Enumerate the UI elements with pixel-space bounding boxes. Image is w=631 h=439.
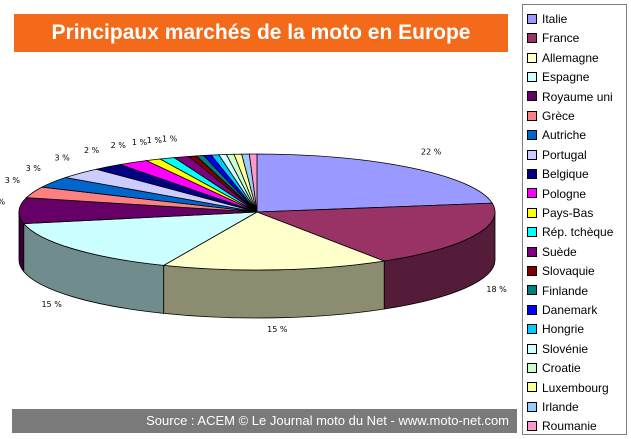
legend-label: Croatie	[542, 361, 581, 376]
legend-swatch	[527, 169, 537, 180]
legend-item-r-p-tch-que: Rép. tchèque	[527, 224, 613, 240]
legend-swatch	[527, 13, 537, 24]
legend-item-luxembourg: Luxembourg	[527, 380, 609, 396]
source-caption: Source : ACEM © Le Journal moto du Net -…	[12, 409, 517, 433]
pie-tops	[18, 153, 496, 271]
legend: Italie France Allemagne Espagne Royaume uni G…	[522, 4, 627, 435]
legend-swatch	[527, 110, 537, 121]
legend-label: Allemagne	[542, 50, 599, 65]
data-label-belgique: 2 %	[84, 146, 100, 155]
pie-slice-royaume-uni	[18, 197, 258, 225]
legend-swatch	[527, 401, 537, 412]
data-label-r-p-tch-que: 1 %	[147, 136, 163, 145]
data-label-espagne: 15 %	[41, 300, 62, 309]
legend-item-gr-ce: Grèce	[527, 108, 575, 124]
data-label-autriche: 3 %	[26, 164, 42, 173]
data-label-france: 18 %	[486, 285, 507, 294]
legend-label: Autriche	[542, 128, 587, 143]
legend-label: Rép. tchèque	[542, 225, 614, 240]
legend-swatch	[527, 188, 537, 199]
legend-label: Grèce	[542, 109, 575, 123]
legend-item-hongrie: Hongrie	[527, 321, 584, 337]
legend-swatch	[527, 421, 537, 432]
legend-item-pologne: Pologne	[527, 186, 586, 202]
legend-swatch	[527, 382, 537, 393]
legend-swatch	[527, 266, 537, 277]
legend-swatch	[527, 33, 537, 44]
legend-item-irlande: Irlande	[527, 399, 579, 415]
legend-label: Roumanie	[542, 419, 597, 434]
data-label-pologne: 2 %	[111, 141, 127, 150]
legend-label: Luxembourg	[542, 380, 609, 395]
legend-label: Slovaquie	[542, 264, 595, 279]
legend-item-croatie: Croatie	[527, 360, 581, 376]
chart-title: Principaux marchés de la moto en Europe	[14, 14, 508, 52]
legend-swatch	[527, 227, 537, 238]
legend-swatch	[527, 91, 537, 102]
legend-label: Royaume uni	[542, 89, 613, 104]
data-label-royaume-uni: %	[0, 197, 5, 206]
legend-swatch	[527, 207, 537, 218]
pie-slice-espagne	[22, 211, 258, 266]
legend-item-pays-bas: Pays-Bas	[527, 205, 593, 221]
legend-item-slovaquie: Slovaquie	[527, 263, 595, 279]
legend-item-allemagne: Allemagne	[527, 50, 599, 66]
pie-sides	[18, 211, 496, 319]
legend-label: Slovénie	[542, 341, 589, 356]
legend-label: Pays-Bas	[542, 206, 594, 220]
data-label-su-de: 1 %	[162, 135, 178, 144]
legend-item-france: France	[527, 30, 579, 46]
legend-swatch	[527, 52, 537, 63]
legend-swatch	[527, 149, 537, 160]
pie-slice-france	[256, 202, 496, 262]
legend-swatch	[527, 324, 537, 335]
legend-item-italie: Italie	[527, 11, 567, 27]
pie-slice-italie	[256, 153, 493, 213]
legend-item-portugal: Portugal	[527, 147, 587, 163]
legend-item-su-de: Suède	[527, 244, 577, 260]
pie-labels: 22 %18 %15 %15 %%3 %3 %3 %2 %2 %1 %1 %1 …	[0, 135, 507, 334]
data-label-pays-bas: 1 %	[132, 138, 148, 147]
data-label-allemagne: 15 %	[267, 325, 288, 334]
legend-swatch	[527, 363, 537, 374]
data-label-gr-ce: 3 %	[5, 176, 21, 185]
legend-label: Hongrie	[542, 322, 585, 337]
legend-label: Finlande	[542, 283, 589, 298]
legend-item-royaume-uni: Royaume uni	[527, 89, 613, 105]
legend-item-espagne: Espagne	[527, 69, 589, 85]
data-label-italie: 22 %	[421, 147, 442, 156]
legend-item-finlande: Finlande	[527, 283, 588, 299]
legend-label: Suède	[542, 244, 577, 259]
legend-swatch	[527, 72, 537, 83]
pie-slice-roumanie	[248, 153, 258, 213]
data-label-portugal: 3 %	[54, 154, 70, 163]
legend-swatch	[527, 304, 537, 315]
legend-label: Portugal	[542, 147, 587, 162]
legend-swatch	[527, 130, 537, 141]
legend-label: France	[542, 31, 580, 46]
legend-label: Pologne	[542, 186, 587, 201]
legend-item-autriche: Autriche	[527, 127, 586, 143]
legend-item-danemark: Danemark	[527, 302, 597, 318]
legend-item-roumanie: Roumanie	[527, 418, 597, 434]
legend-label: Danemark	[542, 303, 598, 317]
legend-label: Belgique	[542, 167, 589, 182]
legend-item-slov-nie: Slovénie	[527, 341, 588, 357]
legend-swatch	[527, 343, 537, 354]
legend-swatch	[527, 246, 537, 257]
legend-label: Irlande	[542, 400, 579, 414]
legend-label: Italie	[542, 12, 568, 26]
legend-label: Espagne	[542, 70, 590, 85]
legend-swatch	[527, 285, 537, 296]
legend-item-belgique: Belgique	[527, 166, 589, 182]
pie-slice-allemagne	[162, 211, 386, 271]
